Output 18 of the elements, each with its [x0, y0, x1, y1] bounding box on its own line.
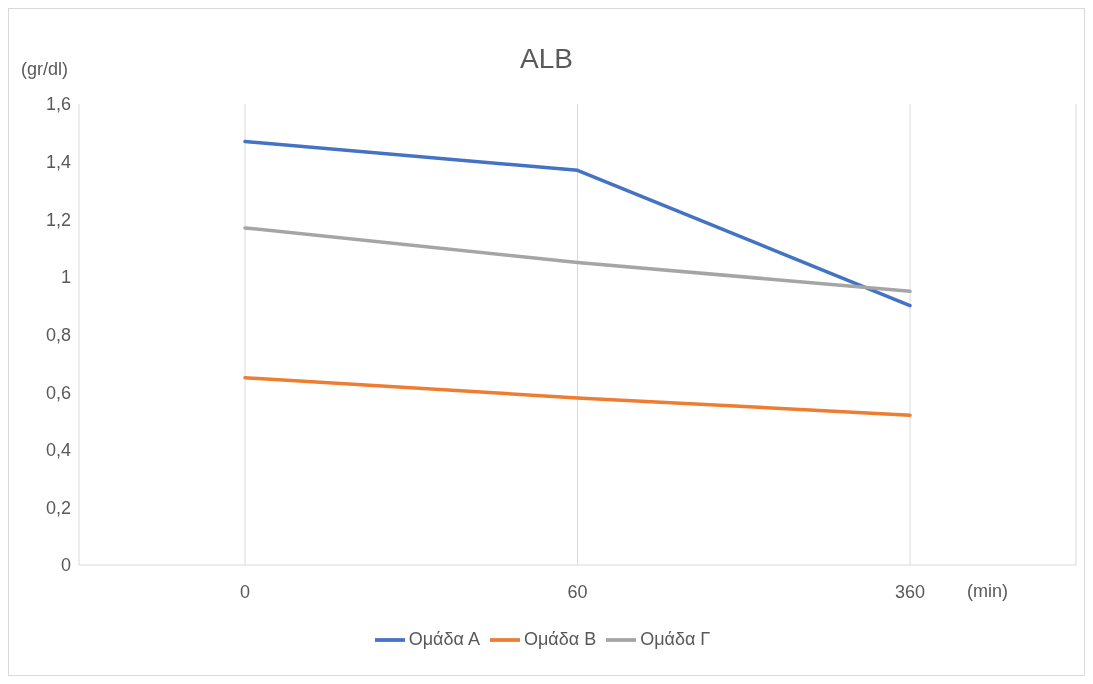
- y-axis-title: (gr/dl): [21, 59, 69, 80]
- y-tick-label: 0,6: [45, 382, 71, 403]
- legend-label: Ομάδα Γ: [640, 628, 711, 649]
- y-tick-label: 0,4: [45, 440, 71, 461]
- y-tick-label: 1,6: [45, 94, 71, 115]
- chart-title: ALB: [520, 43, 573, 74]
- y-tick-label: 0: [60, 555, 71, 576]
- legend-label: Ομάδα Β: [523, 628, 597, 649]
- x-tick-label: 0: [239, 581, 251, 602]
- y-tick-label: 1: [60, 267, 71, 288]
- x-tick-label: 360: [894, 581, 926, 602]
- y-tick-label: 0,2: [45, 497, 71, 518]
- x-tick-label: 60: [567, 581, 588, 602]
- legend-label: Ομάδα Α: [408, 628, 480, 649]
- y-tick-label: 1,4: [45, 152, 71, 173]
- y-tick-label: 1,2: [45, 209, 71, 230]
- x-axis-title: (min): [967, 581, 1008, 602]
- y-tick-label: 0,8: [45, 324, 71, 345]
